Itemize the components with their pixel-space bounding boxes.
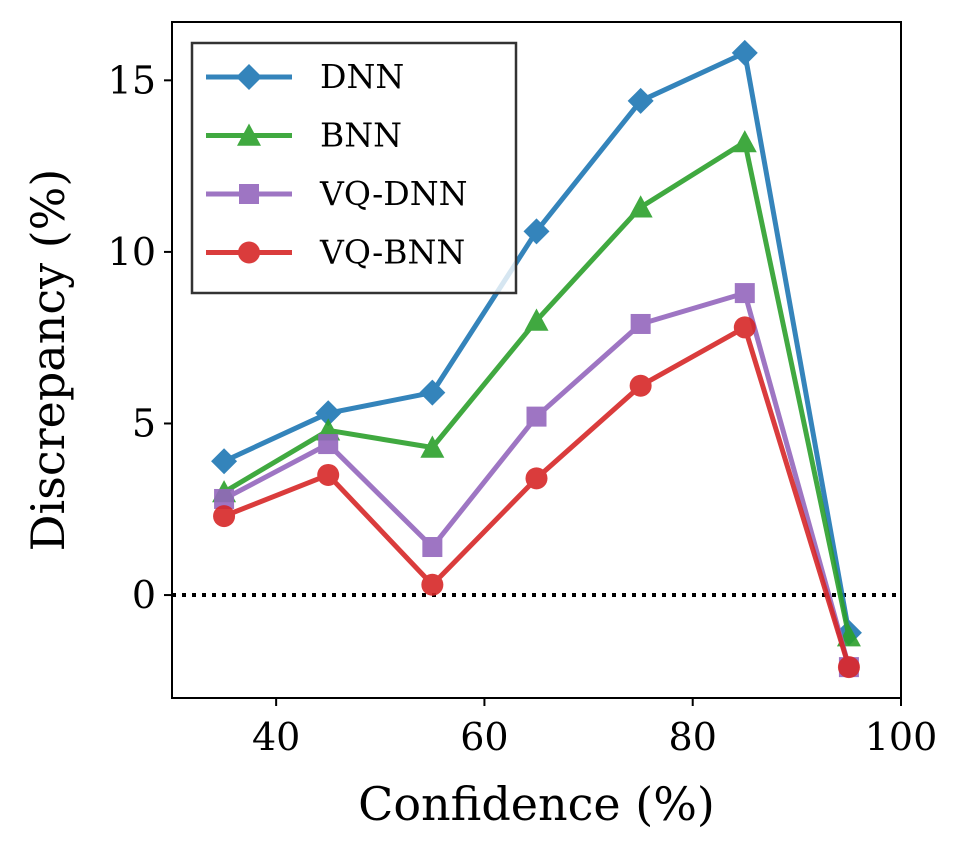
legend-marker-bnn — [237, 123, 261, 146]
data-point-vq-bnn — [525, 467, 548, 490]
data-point-vq-dnn — [734, 283, 755, 304]
x-tick-label: 100 — [865, 715, 938, 759]
data-point-bnn — [420, 435, 445, 458]
data-point-vq-bnn — [733, 316, 756, 339]
x-tick-label: 40 — [252, 715, 300, 759]
y-tick-label: 10 — [108, 230, 156, 274]
data-point-vq-dnn — [422, 537, 443, 558]
legend-marker-dnn — [236, 64, 262, 90]
data-point-vq-dnn — [214, 488, 235, 509]
legend-label-dnn: DNN — [320, 57, 404, 96]
x-axis-title: Confidence (%) — [358, 777, 715, 831]
y-axis-title: Discrepancy (%) — [21, 169, 75, 552]
data-point-dnn — [731, 39, 758, 66]
legend: DNN BNN VQ-DNN VQ-BNN — [190, 41, 518, 295]
data-point-dnn — [315, 400, 342, 427]
legend-label-vq-dnn: VQ-DNN — [319, 174, 467, 213]
series-vq-bnn — [213, 316, 860, 679]
legend-label-bnn: BNN — [320, 116, 402, 155]
series-layer — [211, 39, 862, 679]
legend-entry-dnn — [206, 64, 292, 90]
data-point-vq-dnn — [526, 406, 547, 427]
data-point-vq-bnn — [421, 573, 444, 596]
y-tick-label: 0 — [132, 573, 156, 617]
legend-marker-vq-bnn — [238, 241, 260, 264]
y-tick-label: 15 — [108, 58, 156, 102]
data-point-dnn — [211, 448, 238, 475]
data-point-vq-bnn — [629, 374, 652, 397]
axes-frame — [171, 21, 902, 699]
legend-entry-vq-bnn — [206, 241, 292, 264]
x-tick-label: 80 — [669, 715, 717, 759]
data-point-dnn — [523, 218, 550, 245]
legend-marker-vq-dnn — [239, 184, 259, 204]
data-point-dnn — [627, 87, 654, 114]
axes-layer: 40 60 80 100 0 5 10 15 — [108, 21, 938, 759]
data-point-bnn — [524, 308, 549, 331]
data-point-vq-bnn — [837, 656, 860, 679]
legend-label-vq-bnn: VQ-BNN — [319, 233, 465, 272]
data-point-vq-dnn — [318, 434, 339, 455]
data-point-dnn — [419, 379, 446, 406]
legend-entry-bnn — [206, 123, 292, 146]
data-point-vq-bnn — [317, 463, 340, 486]
legend-entry-vq-dnn — [206, 184, 292, 204]
data-point-vq-bnn — [213, 505, 236, 528]
series-line-vq-bnn — [221, 324, 852, 670]
y-tick-label: 5 — [132, 401, 156, 445]
data-point-bnn — [628, 195, 653, 218]
data-point-vq-dnn — [630, 313, 651, 334]
series-vq-dnn — [214, 283, 859, 678]
x-tick-label: 60 — [460, 715, 508, 759]
data-point-bnn — [732, 130, 757, 153]
